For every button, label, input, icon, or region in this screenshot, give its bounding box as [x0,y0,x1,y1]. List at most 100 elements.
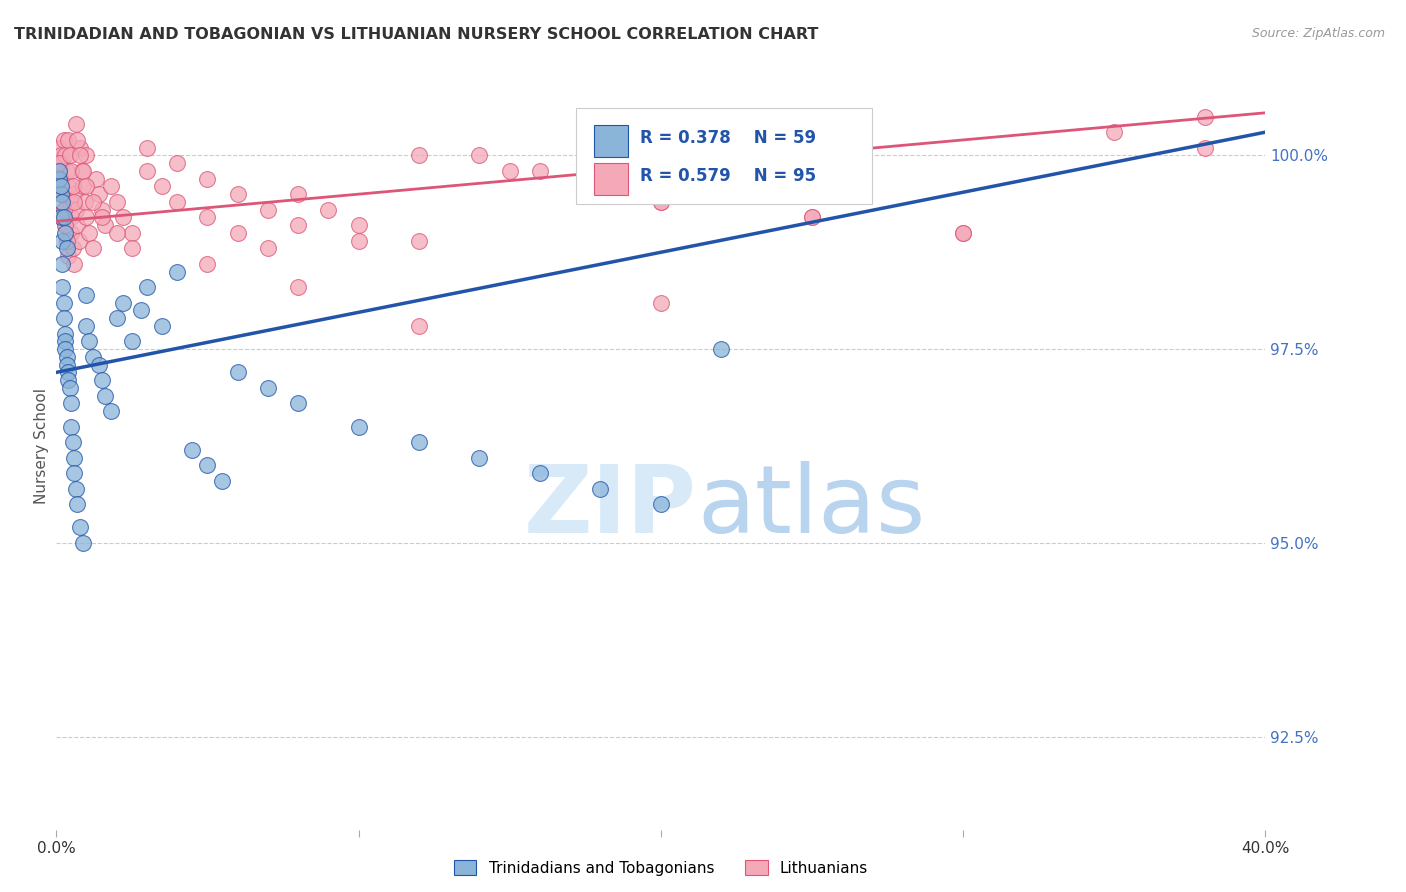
Point [53,218,76,232]
Point [1104,125,1126,139]
Point [952,226,974,240]
Point [56,234,79,248]
Point [48,171,70,186]
Text: ZIP: ZIP [524,461,697,553]
Point [136,164,159,178]
Point [66,133,89,147]
Point [70,164,93,178]
Point [100,404,122,418]
Point [129,303,152,318]
Point [53,226,76,240]
Point [56,358,79,372]
Point [58,365,80,379]
Text: R = 0.378    N = 59: R = 0.378 N = 59 [640,128,817,146]
Point [287,218,309,232]
Point [49,148,72,162]
Point [87,187,110,202]
Point [58,133,80,147]
Point [63,450,86,465]
Point [58,179,80,194]
Point [287,396,309,410]
Point [408,148,430,162]
Point [257,241,280,255]
Point [166,194,188,209]
Point [76,179,98,194]
Text: Source: ZipAtlas.com: Source: ZipAtlas.com [1251,27,1385,40]
Point [60,396,83,410]
Point [72,164,94,178]
Point [105,226,128,240]
Point [52,211,75,225]
Point [499,164,522,178]
Point [72,536,94,550]
Point [76,288,98,302]
Point [73,194,96,209]
Point [51,234,73,248]
Point [408,435,430,450]
Point [48,156,70,170]
Point [257,381,280,395]
Point [56,164,79,178]
Point [87,358,110,372]
Point [82,241,104,255]
Point [52,133,75,147]
Point [121,334,143,349]
Point [51,156,73,170]
Point [105,194,128,209]
Point [710,342,733,356]
Point [48,164,70,178]
Point [257,202,280,217]
Point [63,194,86,209]
Point [63,466,86,480]
Point [59,381,82,395]
Bar [595,163,628,195]
Point [226,187,249,202]
Point [51,187,73,202]
Point [58,249,80,263]
Point [65,202,87,217]
Legend: Trinidadians and Tobagonians, Lithuanians: Trinidadians and Tobagonians, Lithuanian… [454,860,868,876]
Point [287,187,309,202]
Point [53,334,76,349]
Point [105,311,128,326]
Point [62,435,84,450]
Point [347,218,370,232]
Point [52,202,75,217]
Point [49,179,72,194]
Point [51,280,73,294]
Point [226,365,249,379]
Point [53,218,76,232]
Point [93,218,115,232]
Point [56,234,79,248]
Point [49,171,72,186]
Point [53,326,76,341]
Point [69,141,91,155]
Point [952,226,974,240]
Point [408,234,430,248]
Text: atlas: atlas [697,461,925,553]
Point [52,202,75,217]
Point [589,179,612,194]
Point [347,419,370,434]
Point [53,342,76,356]
Point [79,226,101,240]
Point [53,148,76,162]
Point [801,211,824,225]
Point [51,194,73,209]
Point [181,442,204,457]
Point [69,148,91,162]
Point [69,520,91,534]
Point [76,148,98,162]
Point [111,295,134,310]
Point [801,211,824,225]
Point [49,171,72,186]
Point [62,179,84,194]
Point [136,141,159,155]
Point [59,148,82,162]
Point [287,280,309,294]
Point [529,164,551,178]
Point [65,117,87,131]
Point [67,234,90,248]
Point [150,179,173,194]
Point [90,211,112,225]
